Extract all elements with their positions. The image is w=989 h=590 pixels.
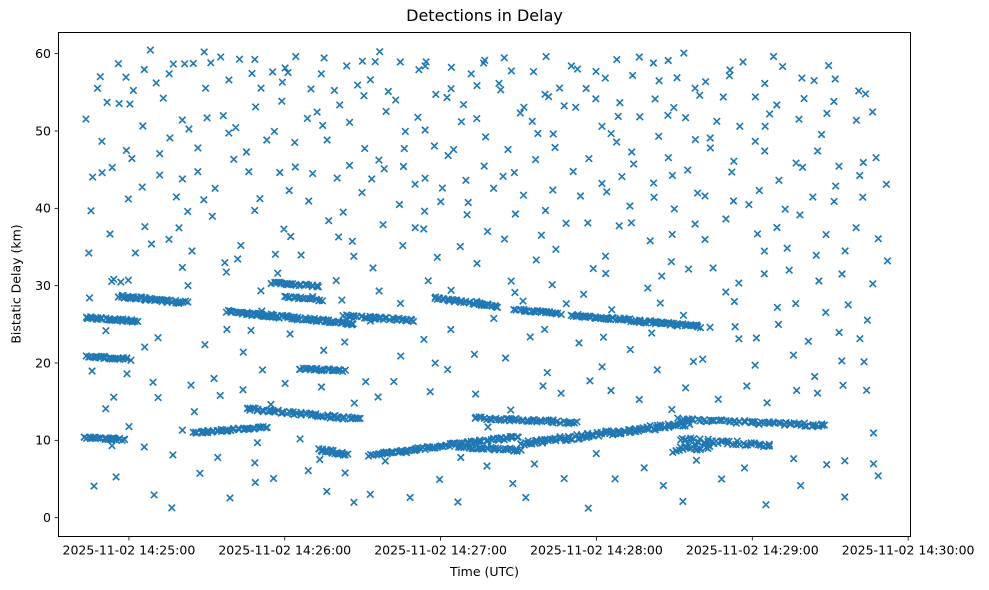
detection-markers — [80, 46, 892, 513]
x-tick-label: 2025-11-02 14:26:00 — [218, 543, 351, 558]
tick-labels: 2025-11-02 14:25:00 2025-11-02 14:26:00 20… — [35, 46, 974, 558]
chart-title: Detections in Delay — [406, 6, 563, 25]
axes-frame — [58, 32, 911, 537]
y-tick-label: 10 — [35, 433, 51, 448]
y-axis-label: Bistatic Delay (km) — [8, 224, 24, 344]
y-tick-label: 20 — [35, 355, 51, 370]
y-tick-label: 30 — [35, 278, 51, 293]
x-tick-label: 2025-11-02 14:27:00 — [374, 543, 507, 558]
y-tick-label: 60 — [35, 46, 51, 61]
x-tick-label: 2025-11-02 14:30:00 — [842, 543, 975, 558]
x-tick-label: 2025-11-02 14:28:00 — [530, 543, 663, 558]
x-axis-label: Time (UTC) — [449, 564, 520, 579]
y-tick-label: 0 — [43, 510, 51, 525]
x-tick-label: 2025-11-02 14:25:00 — [63, 543, 196, 558]
axis-ticks — [54, 53, 909, 541]
y-tick-label: 40 — [35, 201, 51, 216]
y-tick-label: 50 — [35, 123, 51, 138]
x-tick-label: 2025-11-02 14:29:00 — [686, 543, 819, 558]
